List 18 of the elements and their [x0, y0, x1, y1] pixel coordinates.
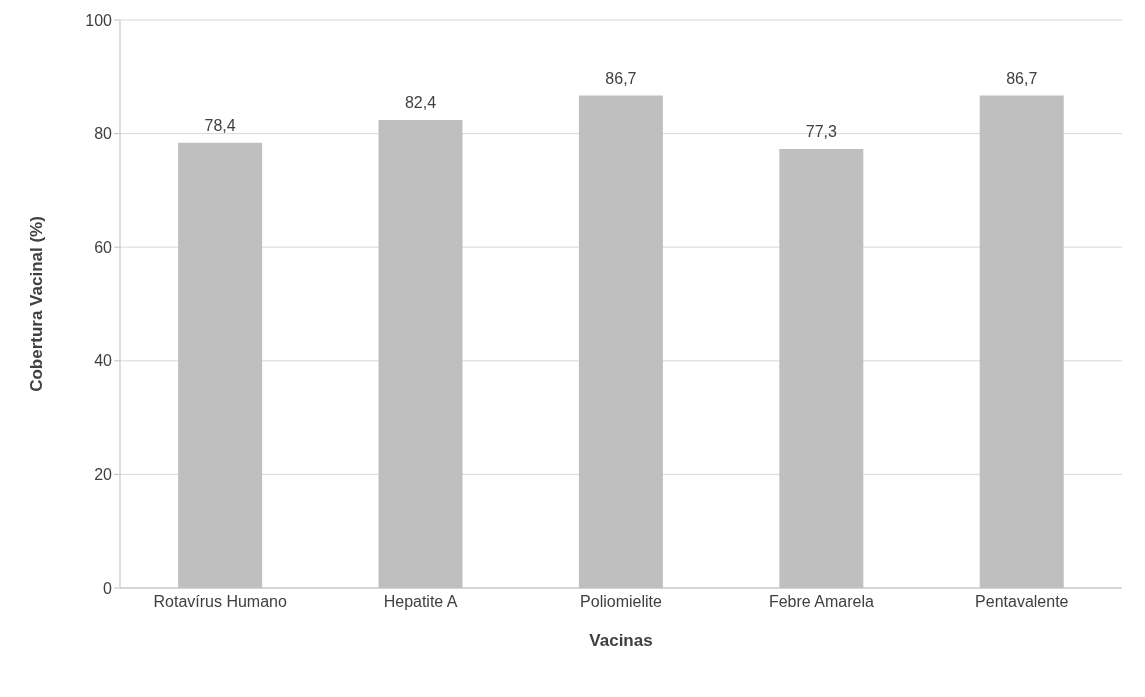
x-axis-title: Vacinas [589, 631, 653, 650]
y-tick-label: 0 [103, 579, 113, 597]
y-tick-label: 20 [94, 466, 113, 484]
y-tick-label: 60 [94, 238, 113, 256]
x-tick-label: Rotavírus Humano [153, 593, 287, 611]
y-tick-label: 100 [85, 11, 113, 29]
data-label: 86,7 [605, 69, 637, 87]
y-axis-title: Cobertura Vacinal (%) [27, 216, 47, 392]
data-label: 78,4 [204, 116, 236, 134]
data-label: 82,4 [404, 93, 437, 111]
data-label: 77,3 [805, 122, 837, 140]
x-tick-label: Pentavalente [975, 593, 1069, 611]
x-tick-label: Febre Amarela [768, 593, 874, 611]
x-tick-label: Hepatite A [383, 593, 458, 611]
x-tick-label: Poliomielite [580, 593, 663, 611]
y-tick-label: 80 [94, 125, 113, 143]
data-label: 86,7 [1006, 69, 1038, 87]
y-tick-label: 40 [94, 352, 113, 370]
